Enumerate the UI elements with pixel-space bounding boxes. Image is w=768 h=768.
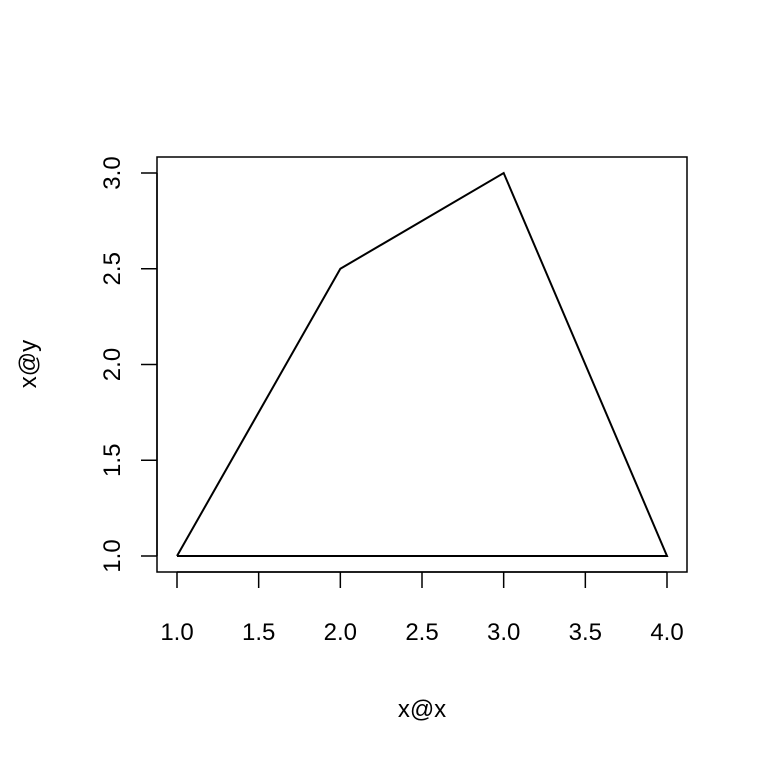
x-tick-label: 2.0 <box>324 619 357 646</box>
series-layer <box>176 171 669 557</box>
x-tick-label: 3.5 <box>569 619 602 646</box>
x-tick-label: 3.0 <box>487 619 520 646</box>
y-tick-label: 2.5 <box>99 252 126 285</box>
y-tick-label: 2.0 <box>99 348 126 381</box>
x-axis: 1.0 1.5 2.0 2.5 3.0 3.5 4.0 <box>160 571 684 646</box>
x-tick-label: 1.0 <box>160 619 193 646</box>
x-tick-label: 1.5 <box>242 619 275 646</box>
x-axis-title: x@x <box>398 696 446 723</box>
y-axis-title: x@y <box>15 340 42 388</box>
x-tick-label: 2.5 <box>405 619 438 646</box>
y-tick-label: 1.5 <box>99 444 126 477</box>
x-tick-label: 4.0 <box>650 619 683 646</box>
y-tick-label: 3.0 <box>99 156 126 189</box>
series-line <box>176 171 669 557</box>
y-tick-label: 1.0 <box>99 539 126 572</box>
y-axis: 1.0 1.5 2.0 2.5 3.0 <box>99 156 158 573</box>
